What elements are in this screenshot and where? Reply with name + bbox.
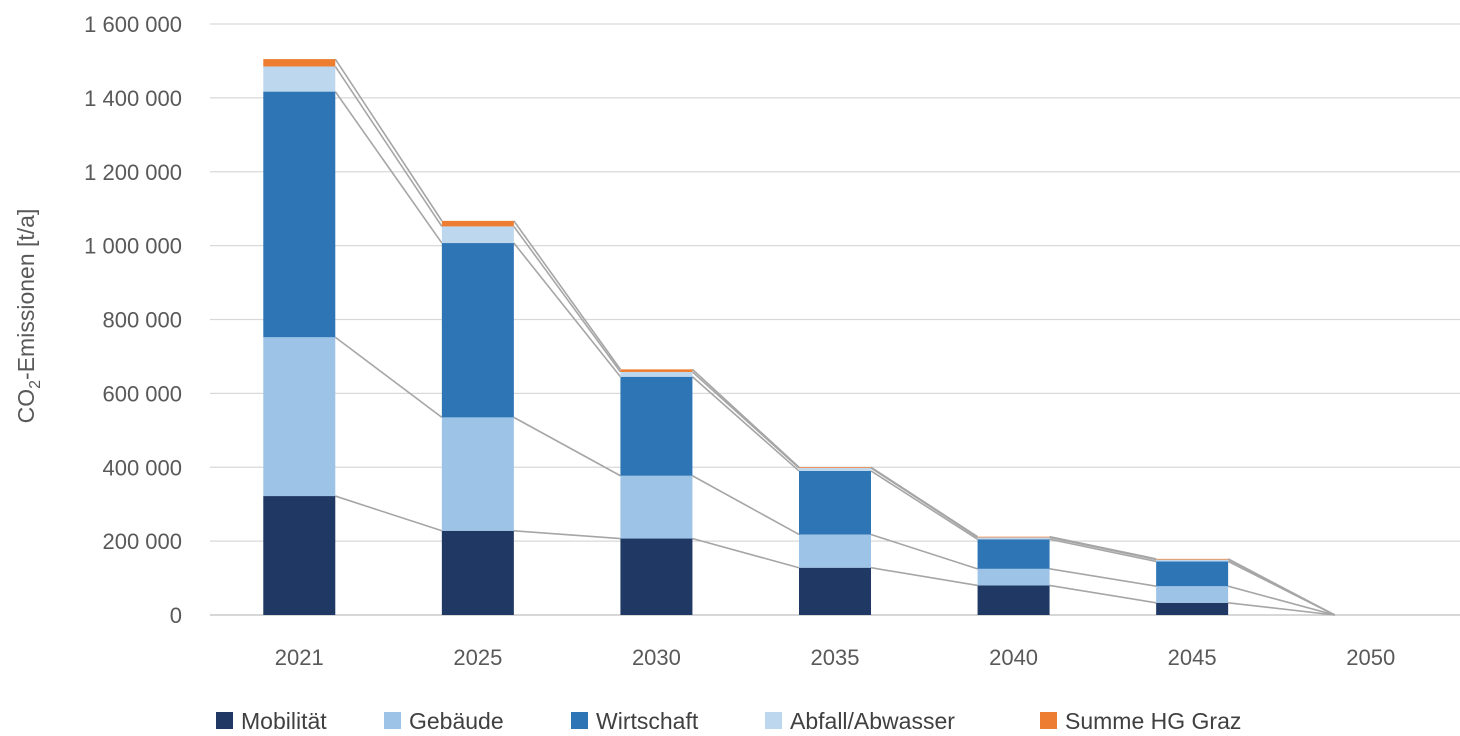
legend-swatch [571,712,588,729]
series-line [1049,568,1157,587]
legend-swatch [384,712,401,729]
legend-swatch [216,712,233,729]
y-axis-title-rest: -Emissionen [t/a] [13,209,39,380]
bar-segment [620,369,693,372]
y-axis-title-subscript: 2 [27,380,44,389]
bar-segment [977,585,1050,615]
y-axis-title: CO2-Emissionen [t/a] [13,209,44,424]
y-tick-label: 1 400 000 [84,86,182,111]
series-line [1049,584,1157,604]
legend: Mobilität Gebäude Wirtschaft Abfall/Abwasse… [216,708,1241,734]
bar-segment [1156,561,1229,587]
y-tick-label: 1 600 000 [84,12,182,37]
series-line [334,66,443,227]
bar-segment [799,467,871,468]
y-tick-label: 1 200 000 [84,160,182,185]
y-tick-labels: 0 200 000 400 000 600 000 800 000 1 000 000 1 … [84,12,182,628]
y-tick-label: 400 000 [102,455,182,480]
bar-segment [263,337,336,497]
legend-swatch [1040,712,1057,729]
bar-segment [620,371,693,377]
y-tick-label: 800 000 [102,308,182,333]
x-tick-label: 2040 [989,645,1038,670]
series-line [334,91,443,244]
legend-item: Abfall/Abwasser [765,708,955,734]
bar-segment [441,530,514,615]
legend-item: Summe HG Graz [1040,708,1241,734]
bar-segment [441,220,514,227]
bar-segment [799,534,871,568]
x-tick-labels: 2021 2025 2030 2035 2040 2045 2050 [275,645,1395,670]
series-line [1049,538,1157,563]
series-line [513,220,622,370]
series-line [335,495,443,532]
bar-segment [799,467,871,471]
y-axis-title-main: CO [13,389,39,424]
bars [263,59,1229,615]
series-line [870,533,978,570]
legend-label: Gebäude [409,708,504,734]
series-line [691,368,800,468]
legend-label: Wirtschaft [596,708,699,734]
series-line [691,376,800,472]
bar-segment [1156,586,1229,603]
bar-segment [441,417,514,531]
bar-segment [263,59,336,67]
y-tick-label: 0 [170,603,182,628]
connector-lines [334,58,1336,616]
bar-segment [620,538,693,615]
legend-swatch [765,712,782,729]
legend-label: Summe HG Graz [1065,708,1241,734]
bar-segment [263,496,336,615]
series-line [1228,602,1335,616]
x-tick-label: 2045 [1168,645,1217,670]
x-tick-label: 2025 [453,645,502,670]
gridlines [210,23,1460,616]
series-line [692,537,800,569]
x-tick-label: 2050 [1346,645,1395,670]
bar-segment [977,539,1050,569]
y-tick-label: 600 000 [102,381,182,406]
series-line [1227,558,1336,616]
series-line [513,529,621,540]
legend-label: Abfall/Abwasser [790,708,955,734]
bar-segment [799,567,871,615]
series-line [1049,535,1157,560]
legend-item: Mobilität [216,708,327,734]
bar-segment [977,537,1050,540]
y-tick-label: 200 000 [102,529,182,554]
series-line [870,466,979,538]
series-line [334,336,443,419]
legend-item: Gebäude [384,708,504,734]
bar-segment [620,475,693,539]
bar-segment [620,376,693,476]
bar-segment [1156,558,1229,560]
series-line [513,242,622,378]
legend-label: Mobilität [241,708,327,734]
bar-segment [441,243,514,418]
bar-segment [1156,602,1229,615]
bar-segment [1156,559,1229,562]
bar-segment [263,91,336,338]
x-tick-label: 2035 [811,645,860,670]
bar-segment [263,66,336,92]
x-tick-label: 2030 [632,645,681,670]
series-line [692,475,800,536]
series-line [513,416,621,477]
bar-segment [977,568,1050,586]
bar-segment [977,536,1050,538]
series-line [870,470,979,540]
series-line [870,566,978,587]
bar-segment [799,470,871,535]
legend-item: Wirtschaft [571,708,699,734]
series-line [334,58,443,222]
y-tick-label: 1 000 000 [84,234,182,259]
series-line [513,225,622,373]
bar-segment [441,226,514,244]
series-line [1227,585,1335,616]
x-tick-label: 2021 [275,645,324,670]
